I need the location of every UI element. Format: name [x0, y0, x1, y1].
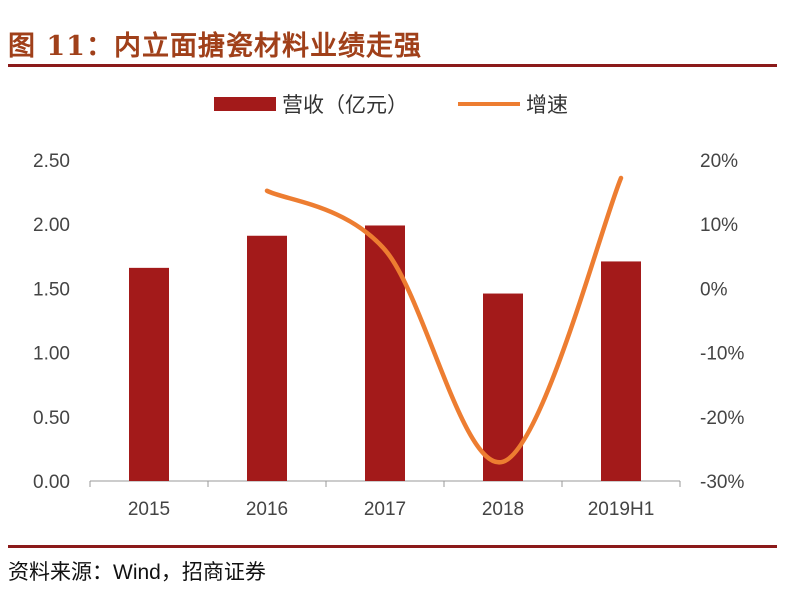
bar-2019H1	[601, 261, 641, 481]
x-tick-label: 2016	[246, 499, 288, 520]
right-tick-label: -30%	[700, 472, 744, 493]
x-tick-label: 2018	[482, 499, 524, 520]
legend-line-label: 增速	[526, 94, 568, 117]
source-rule	[8, 545, 777, 548]
x-tick-label: 2019H1	[588, 499, 655, 520]
bar-2017	[365, 225, 405, 481]
left-tick-label: 2.50	[33, 151, 70, 172]
x-tick-label: 2017	[364, 499, 406, 520]
right-tick-label: 10%	[700, 215, 738, 236]
bar-2016	[247, 235, 287, 481]
x-tick-label: 2015	[128, 499, 170, 520]
left-tick-label: 1.00	[33, 344, 70, 365]
right-tick-label: 20%	[700, 151, 738, 172]
growth-line	[264, 175, 624, 465]
left-tick-label: 0.50	[33, 408, 70, 429]
left-tick-label: 0.00	[33, 472, 70, 493]
legend-bar-swatch	[214, 97, 276, 111]
title-rule	[8, 64, 777, 67]
right-tick-label: -10%	[700, 344, 744, 365]
left-tick-label: 1.50	[33, 279, 70, 300]
legend-bar-label: 营收（亿元）	[282, 94, 408, 117]
source-note: 资料来源：Wind，招商证券	[8, 561, 266, 584]
right-tick-label: -20%	[700, 408, 744, 429]
left-tick-label: 2.00	[33, 215, 70, 236]
bar-2015	[129, 267, 169, 481]
right-tick-label: 0%	[700, 279, 728, 300]
figure-title: 图 11：内立面搪瓷材料业绩走强	[8, 31, 422, 62]
